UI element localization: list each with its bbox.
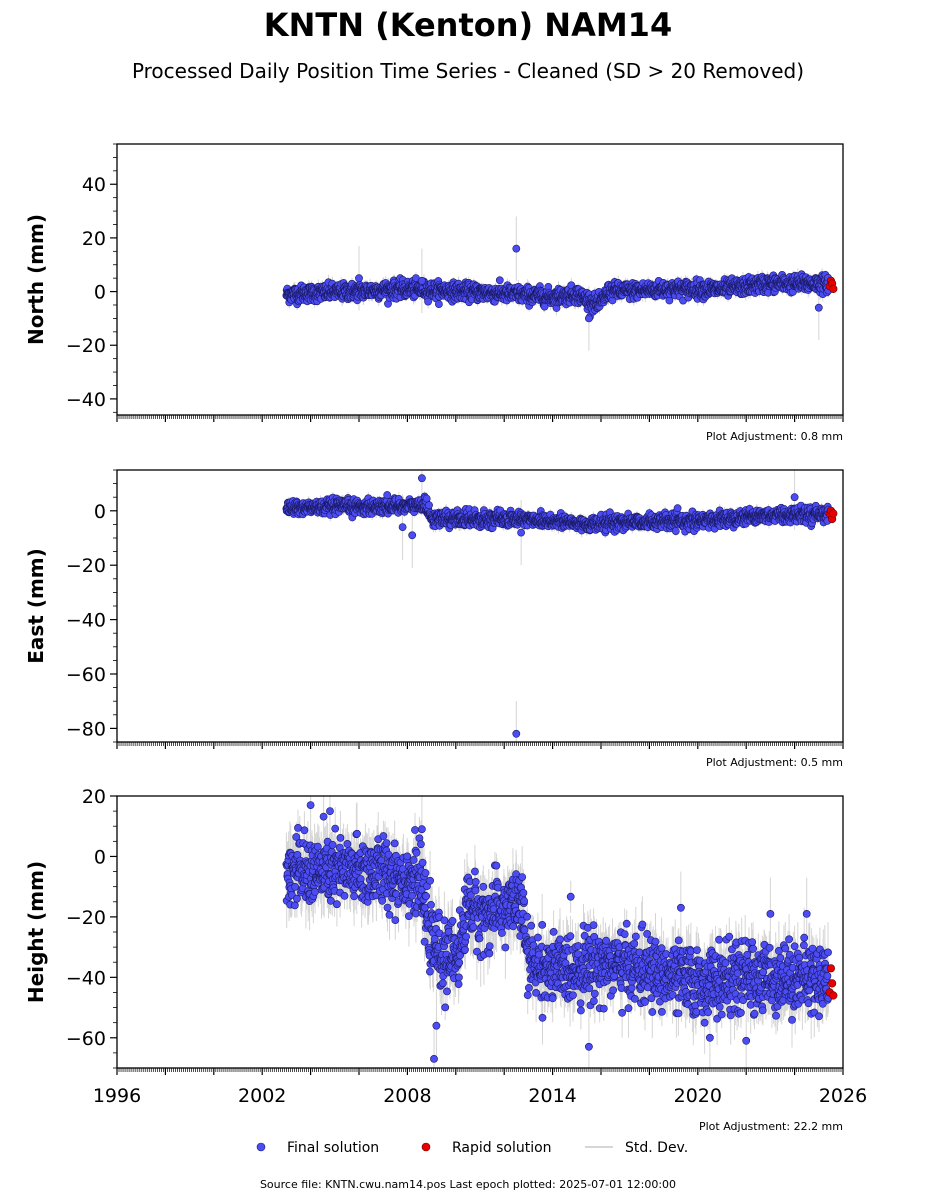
rapid-point <box>829 284 838 294</box>
std-dev-bars <box>285 470 829 742</box>
y-tick-label: 40 <box>82 174 106 196</box>
north-panel: 40 20 0 −20 −40 North (mm) Plot Adjustment: 0.… <box>24 143 844 443</box>
final-point <box>814 303 823 312</box>
final-point <box>424 297 432 306</box>
rapid-solution-points <box>825 276 838 294</box>
y-tick-label: 20 <box>82 228 106 250</box>
y-tick-label: 0 <box>94 282 106 304</box>
final-point <box>355 274 363 283</box>
final-point <box>417 276 426 285</box>
plot-area <box>282 216 838 351</box>
figure-subtitle: Processed Daily Position Time Series - C… <box>132 59 804 83</box>
final-point <box>585 314 593 323</box>
y-tick-label: −40 <box>66 389 106 411</box>
y-axis-label: North (mm) <box>24 214 48 345</box>
final-point <box>434 300 443 308</box>
final-point <box>512 244 521 253</box>
final-point <box>495 276 504 285</box>
final-point <box>665 296 674 305</box>
y-tick-label: −20 <box>66 335 106 357</box>
figure-title: KNTN (Kenton) NAM14 <box>264 6 672 44</box>
plot-adjustment-note: Plot Adjustment: 0.8 mm <box>706 430 843 443</box>
plot-area <box>282 470 838 742</box>
final-solution-points <box>282 244 833 323</box>
